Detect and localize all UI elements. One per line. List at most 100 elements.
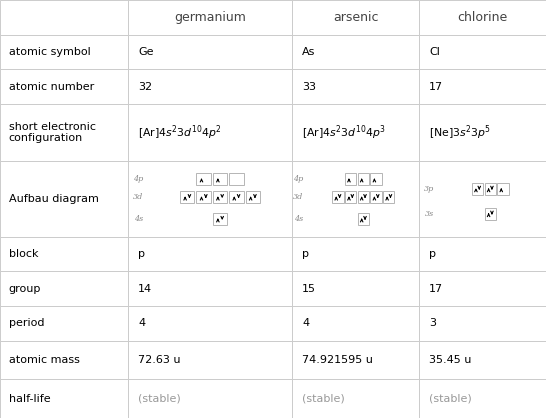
Text: Cl: Cl [429, 47, 440, 57]
Bar [292, 69, 419, 104]
Bar [292, 237, 419, 271]
Bar [0, 237, 128, 271]
Bar [0, 69, 128, 104]
Text: arsenic: arsenic [333, 11, 378, 24]
Bar [128, 306, 292, 341]
Text: 17: 17 [429, 82, 443, 92]
Bar [292, 0, 419, 35]
Text: short electronic
configuration: short electronic configuration [9, 122, 96, 143]
Bar [419, 161, 546, 237]
Text: p: p [138, 249, 145, 259]
Text: 3p: 3p [424, 185, 435, 193]
Bar [292, 306, 419, 341]
Bar [128, 0, 292, 35]
Bar [0, 161, 128, 237]
Text: 32: 32 [138, 82, 152, 92]
Text: 4: 4 [138, 318, 145, 328]
Bar [197, 191, 211, 203]
Text: 3: 3 [429, 318, 436, 328]
Bar [229, 173, 244, 185]
Bar [229, 191, 244, 203]
Text: germanium: germanium [174, 11, 246, 24]
Bar [0, 0, 128, 35]
Bar [292, 104, 419, 161]
Bar [472, 183, 483, 195]
Bar [197, 173, 211, 185]
Bar [128, 161, 292, 237]
Text: 17: 17 [429, 283, 443, 293]
Text: period: period [9, 318, 44, 328]
Text: 35.45 u: 35.45 u [429, 355, 472, 365]
Bar [0, 104, 128, 161]
Bar [345, 191, 356, 203]
Text: 4s: 4s [294, 215, 304, 223]
Bar [292, 379, 419, 418]
Bar [419, 104, 546, 161]
Bar [292, 271, 419, 306]
Text: 14: 14 [138, 283, 152, 293]
Bar [213, 213, 227, 225]
Text: half-life: half-life [9, 394, 50, 404]
Bar [371, 191, 382, 203]
Text: [Ne]3$s^2$3$p^5$: [Ne]3$s^2$3$p^5$ [429, 123, 491, 142]
Bar [128, 35, 292, 69]
Bar [292, 35, 419, 69]
Text: 4s: 4s [134, 215, 143, 223]
Text: 3s: 3s [425, 210, 435, 218]
Text: group: group [9, 283, 41, 293]
Bar [0, 271, 128, 306]
Bar [333, 191, 343, 203]
Bar [419, 0, 546, 35]
Bar [292, 341, 419, 379]
Bar [358, 213, 369, 225]
Text: (stable): (stable) [302, 394, 345, 404]
Bar [128, 237, 292, 271]
Bar [128, 69, 292, 104]
Bar [358, 173, 369, 185]
Text: [Ar]4$s^2$3$d^{10}$4$p^2$: [Ar]4$s^2$3$d^{10}$4$p^2$ [138, 123, 222, 142]
Bar [246, 191, 260, 203]
Text: 74.921595 u: 74.921595 u [302, 355, 373, 365]
Text: atomic mass: atomic mass [9, 355, 80, 365]
Bar [419, 306, 546, 341]
Bar [383, 191, 394, 203]
Text: 3d: 3d [293, 193, 304, 201]
Text: (stable): (stable) [429, 394, 472, 404]
Text: chlorine: chlorine [458, 11, 508, 24]
Bar [0, 341, 128, 379]
Bar [128, 379, 292, 418]
Text: 4p: 4p [293, 175, 304, 183]
Text: 3d: 3d [133, 193, 143, 201]
Bar [419, 379, 546, 418]
Bar [0, 35, 128, 69]
Bar [497, 183, 508, 195]
Bar [345, 173, 356, 185]
Bar [0, 379, 128, 418]
Text: 33: 33 [302, 82, 316, 92]
Bar [128, 341, 292, 379]
Bar [485, 183, 496, 195]
Text: p: p [429, 249, 436, 259]
Bar [180, 191, 194, 203]
Bar [213, 191, 227, 203]
Bar [419, 35, 546, 69]
Text: atomic number: atomic number [9, 82, 94, 92]
Bar [358, 191, 369, 203]
Bar [419, 271, 546, 306]
Bar [419, 69, 546, 104]
Text: p: p [302, 249, 309, 259]
Text: Ge: Ge [138, 47, 153, 57]
Text: atomic symbol: atomic symbol [9, 47, 91, 57]
Bar [419, 237, 546, 271]
Text: 4: 4 [302, 318, 309, 328]
Bar [128, 104, 292, 161]
Bar [485, 208, 496, 220]
Text: 4p: 4p [133, 175, 143, 183]
Text: 15: 15 [302, 283, 316, 293]
Text: 72.63 u: 72.63 u [138, 355, 181, 365]
Bar [128, 271, 292, 306]
Bar [419, 341, 546, 379]
Text: block: block [9, 249, 38, 259]
Text: [Ar]4$s^2$3$d^{10}$4$p^3$: [Ar]4$s^2$3$d^{10}$4$p^3$ [302, 123, 385, 142]
Text: As: As [302, 47, 315, 57]
